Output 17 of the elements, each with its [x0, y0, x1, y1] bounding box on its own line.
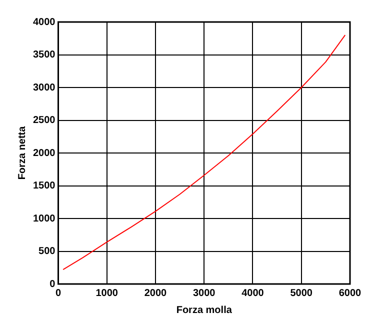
y-axis-title: Forza netta — [16, 126, 28, 180]
y-tick-label: 3500 — [32, 50, 56, 60]
y-tick-label: 2500 — [32, 115, 56, 126]
x-tick-label: 5000 — [290, 288, 313, 299]
y-tick-label: 500 — [38, 246, 56, 257]
x-tick-label: 6000 — [338, 288, 362, 299]
x-tick-label: 2000 — [144, 288, 168, 299]
y-tick-label: 1500 — [32, 180, 56, 192]
y-tick-label: 3000 — [32, 82, 56, 94]
x-tick-label: 3000 — [193, 288, 216, 299]
x-tick-label: 1000 — [96, 288, 118, 299]
x-axis-title: Forza molla — [176, 304, 232, 316]
y-tick-label: 4000 — [32, 16, 56, 28]
y-tick-label: 2000 — [32, 148, 56, 159]
x-tick-label: 4000 — [242, 288, 264, 299]
y-tick-label: 0 — [50, 278, 56, 290]
y-tick-label: 1000 — [32, 213, 56, 224]
